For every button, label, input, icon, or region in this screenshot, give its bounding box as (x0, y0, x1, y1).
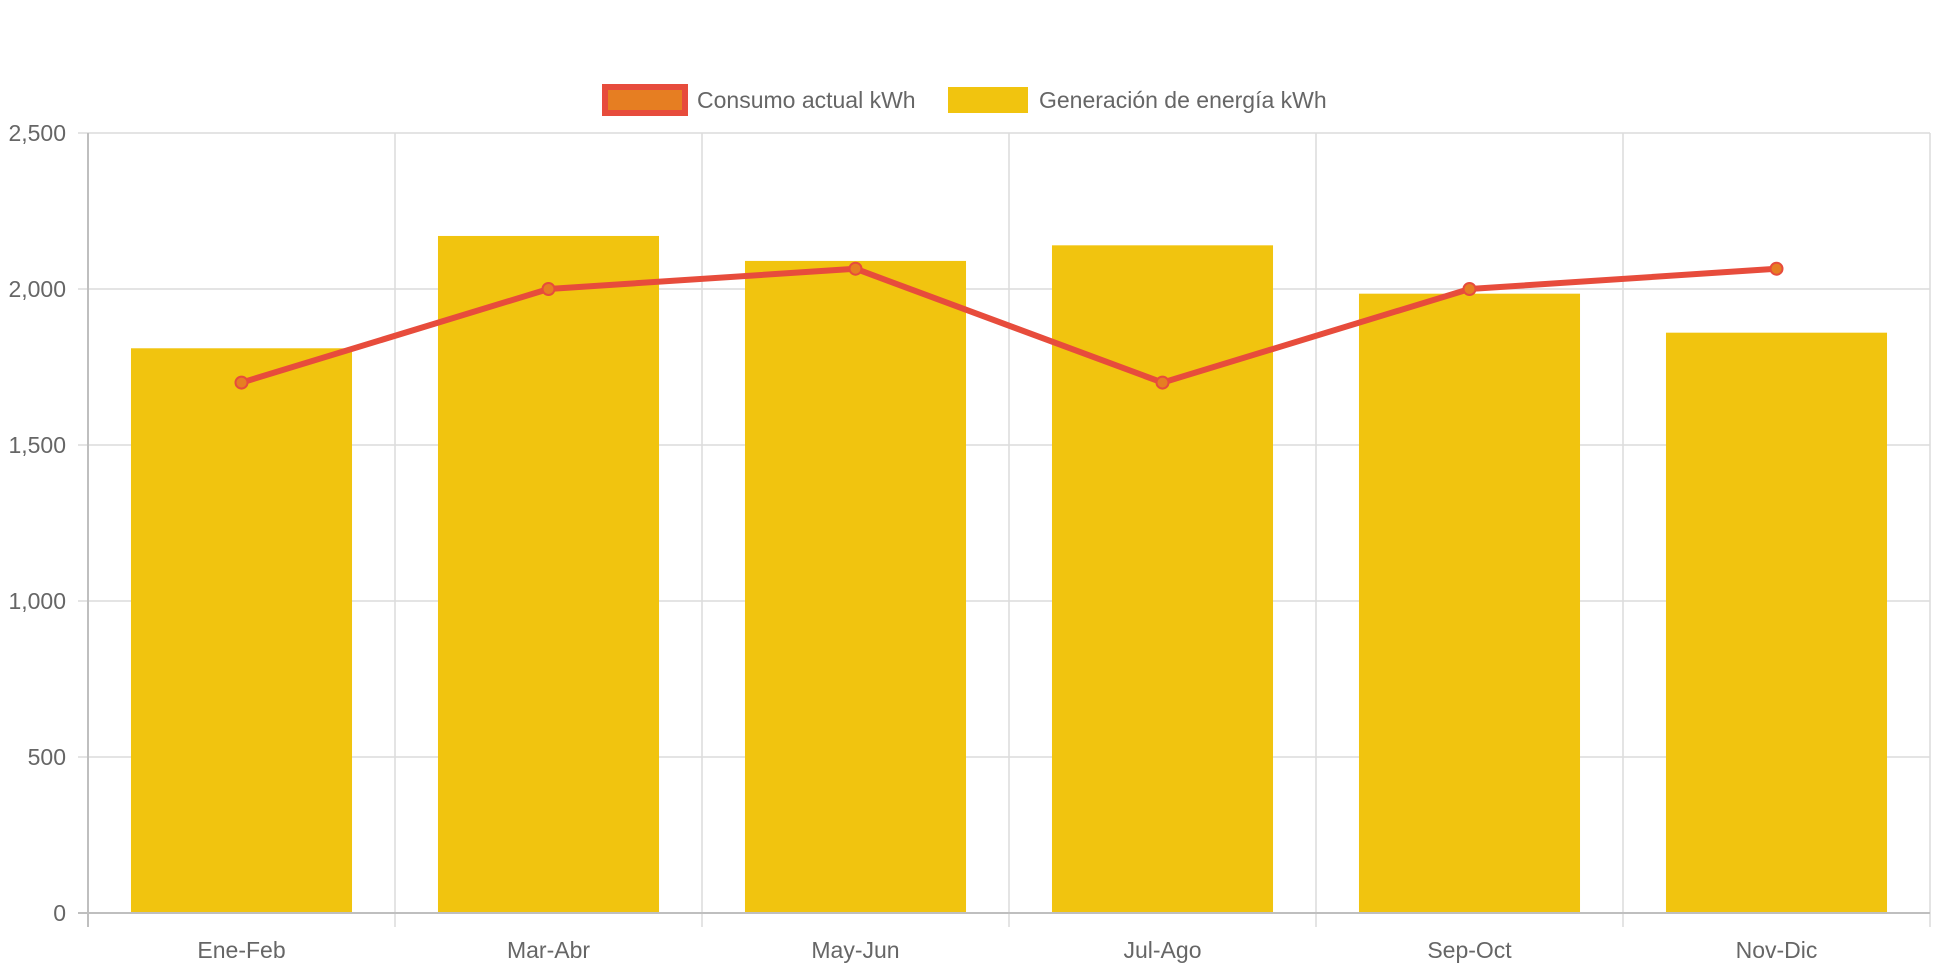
line-series (234, 261, 1784, 390)
legend-swatch-generacion (948, 87, 1028, 113)
legend-label-generacion: Generación de energía kWh (1039, 87, 1327, 113)
bar (437, 235, 660, 913)
x-tick-label: Jul-Ago (1124, 937, 1202, 963)
line-point (1769, 261, 1784, 276)
legend-item-generacion[interactable]: Generación de energía kWh (948, 87, 1327, 113)
y-tick-label: 500 (28, 744, 66, 770)
y-tick-label: 2,000 (8, 276, 66, 302)
series-line (240, 265, 1777, 386)
x-tick-label: Mar-Abr (507, 937, 590, 963)
line-point (848, 261, 863, 276)
line-point (1462, 282, 1477, 296)
y-tick-label: 0 (53, 900, 66, 926)
x-tick-label: Nov-Dic (1736, 937, 1818, 963)
legend[interactable]: Consumo actual kWh Generación de energía… (602, 84, 1327, 116)
line-point (1155, 375, 1170, 390)
line-point (234, 375, 249, 390)
y-tick-label: 1,500 (8, 432, 66, 458)
x-tick-label: Ene-Feb (197, 937, 285, 963)
legend-swatch-consumo (602, 84, 688, 116)
bar (1051, 245, 1274, 913)
bar-series (130, 235, 1888, 913)
x-tick-label: Sep-Oct (1427, 937, 1512, 963)
x-tick-label: May-Jun (811, 937, 899, 963)
axes: 0 500 1,000 1,500 2,000 2,500 Ene-Feb Mar-Abr Ma… (8, 120, 1930, 963)
grid-lines (78, 132, 1931, 927)
bar (744, 260, 967, 913)
legend-label-consumo: Consumo actual kWh (697, 87, 916, 113)
legend-item-consumo[interactable]: Consumo actual kWh (602, 84, 916, 116)
bar (130, 348, 353, 913)
bar (1358, 293, 1581, 913)
y-tick-label: 1,000 (8, 588, 66, 614)
bar (1665, 332, 1888, 913)
y-tick-label: 2,500 (8, 120, 66, 146)
line-point (541, 282, 556, 296)
